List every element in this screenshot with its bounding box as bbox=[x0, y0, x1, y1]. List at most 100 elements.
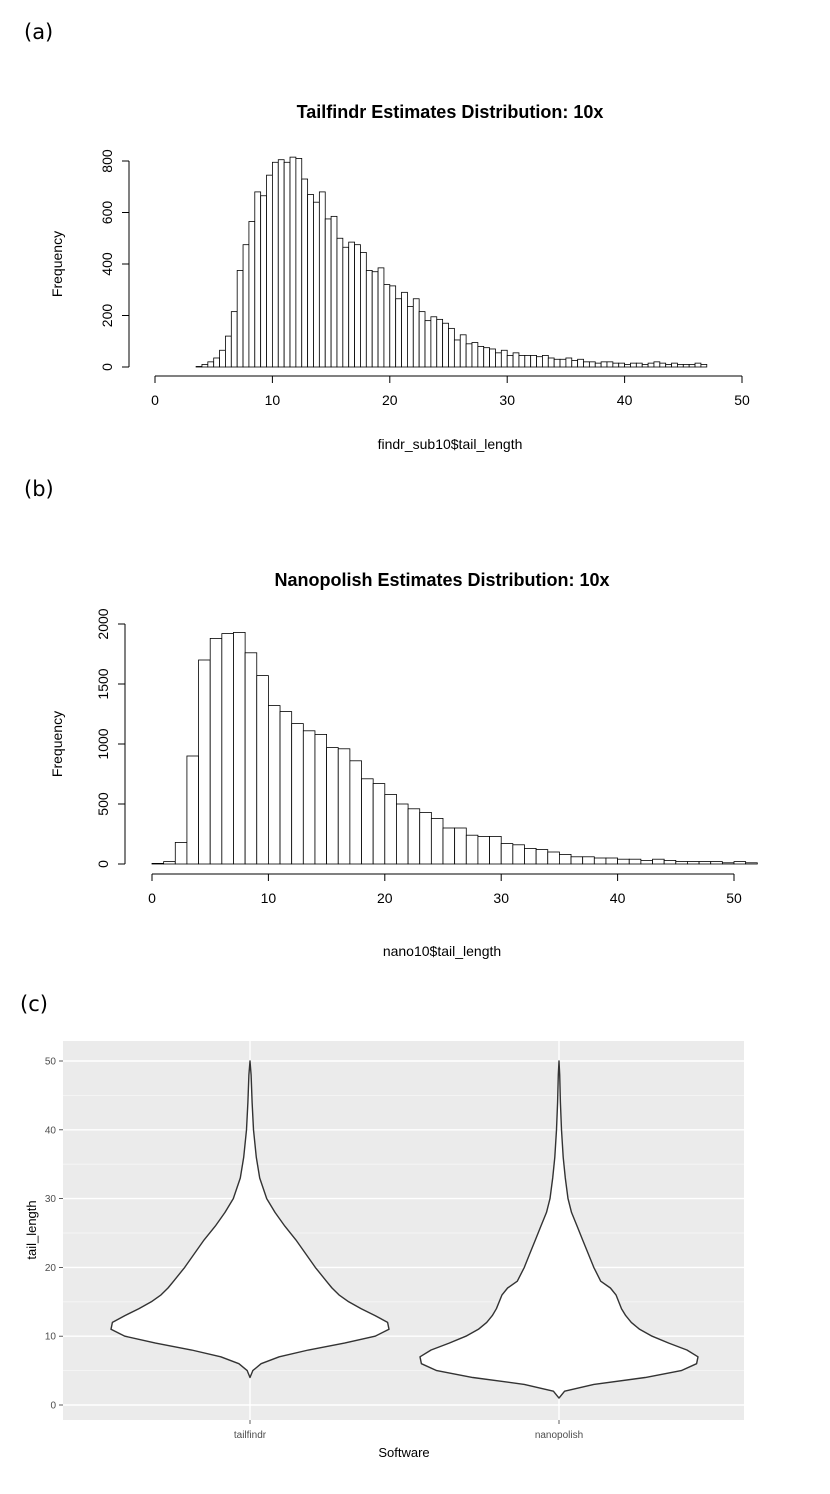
histogram-bar bbox=[195, 366, 203, 368]
histogram-bar bbox=[477, 345, 485, 368]
histogram-bar bbox=[330, 215, 338, 368]
histogram-bar bbox=[605, 857, 619, 865]
x-tick-label: 40 bbox=[617, 392, 633, 408]
y-tick-label: 0 bbox=[50, 1401, 56, 1412]
histogram-bar bbox=[547, 357, 555, 368]
x-tick-label: 20 bbox=[377, 890, 393, 906]
y-tick-label: 30 bbox=[45, 1194, 57, 1205]
histogram-bar bbox=[635, 362, 643, 368]
histogram-bar bbox=[630, 362, 637, 368]
x-tick-label: nanopolish bbox=[535, 1430, 583, 1441]
histogram-bar bbox=[500, 349, 508, 368]
histogram-bar bbox=[606, 361, 614, 368]
histogram-bar bbox=[361, 778, 374, 865]
histogram-bar bbox=[424, 320, 432, 368]
y-tick-label: 0 bbox=[99, 363, 115, 371]
histogram-bar bbox=[721, 862, 735, 865]
histogram-bar bbox=[360, 252, 367, 368]
histogram-bar bbox=[266, 174, 273, 368]
histogram-bar bbox=[233, 632, 246, 865]
histogram-bar bbox=[571, 360, 579, 368]
histogram-bar bbox=[500, 843, 514, 865]
histogram-b: Nanopolish Estimates Distribution: 10x 0 1… bbox=[49, 570, 758, 959]
histogram-bar bbox=[698, 861, 712, 865]
histogram-bar bbox=[553, 358, 561, 368]
x-axis-label: Software bbox=[378, 1445, 429, 1460]
histogram-bar bbox=[524, 355, 532, 368]
histogram-bar bbox=[524, 848, 537, 865]
histogram-bar bbox=[659, 362, 667, 368]
histogram-bar bbox=[663, 860, 677, 865]
histogram-bar bbox=[277, 159, 285, 368]
histogram-bar bbox=[163, 861, 176, 865]
histogram-bar bbox=[342, 246, 350, 368]
histogram-bar bbox=[477, 836, 490, 865]
histogram-bar bbox=[230, 311, 238, 368]
y-tick-label: 10 bbox=[45, 1332, 57, 1343]
histogram-bar bbox=[336, 237, 344, 368]
histogram-bar bbox=[565, 357, 573, 368]
x-tick-label: 0 bbox=[148, 890, 156, 906]
panel-label-b: (b) bbox=[24, 477, 54, 501]
histogram-bar bbox=[512, 844, 525, 865]
histogram-bar bbox=[454, 827, 467, 865]
histogram-bar bbox=[665, 364, 672, 368]
y-axis-label: tail_length bbox=[24, 1200, 39, 1259]
histogram-bar bbox=[221, 633, 234, 865]
histogram-bar bbox=[279, 711, 293, 865]
histogram-bar bbox=[483, 347, 490, 368]
histogram-bar bbox=[588, 361, 596, 368]
y-tick-label: 2000 bbox=[95, 608, 111, 639]
histogram-bar bbox=[295, 158, 303, 368]
histogram-bar bbox=[372, 783, 386, 865]
chart-title: Nanopolish Estimates Distribution: 10x bbox=[274, 570, 609, 590]
histogram-bar bbox=[326, 747, 339, 865]
histogram-bar bbox=[209, 638, 223, 865]
histogram-bar bbox=[535, 849, 549, 865]
histogram-bar bbox=[536, 356, 543, 368]
x-tick-label: 50 bbox=[734, 392, 750, 408]
histogram-bar bbox=[395, 298, 402, 368]
histogram-a: Tailfindr Estimates Distribution: 10x 0 10… bbox=[49, 102, 750, 452]
y-tick-label: 50 bbox=[45, 1057, 57, 1068]
histogram-bar bbox=[430, 316, 438, 368]
histogram-bar bbox=[430, 818, 444, 865]
violin-chart: 0 10 20 30 40 50 tailfindr nanopolish Software ta… bbox=[24, 1041, 744, 1460]
histogram-bar bbox=[371, 271, 379, 368]
histogram-bar bbox=[618, 362, 625, 368]
histogram-bar bbox=[506, 355, 514, 368]
x-tick-label: 0 bbox=[151, 392, 159, 408]
histogram-bar bbox=[530, 355, 537, 368]
histogram-bar bbox=[624, 364, 631, 368]
histogram-bar bbox=[542, 355, 549, 368]
x-tick-label: tailfindr bbox=[234, 1430, 267, 1441]
histogram-bar bbox=[260, 195, 267, 368]
y-tick-label: 40 bbox=[45, 1125, 57, 1136]
histogram-bar bbox=[302, 730, 316, 865]
histogram-bar bbox=[559, 854, 572, 865]
histogram-bar bbox=[594, 362, 602, 368]
histogram-bar bbox=[389, 285, 397, 368]
histogram-bar bbox=[745, 862, 758, 865]
y-tick-label: 400 bbox=[99, 252, 115, 276]
y-axis-label: Frequency bbox=[49, 711, 65, 777]
histogram-bar bbox=[244, 652, 258, 865]
y-tick-label: 600 bbox=[99, 201, 115, 225]
histogram-bar bbox=[652, 858, 665, 865]
histogram-bar bbox=[612, 362, 620, 368]
histogram-bar bbox=[559, 358, 567, 368]
histogram-bar bbox=[318, 191, 326, 368]
histogram-bar bbox=[291, 723, 304, 865]
histogram-bar bbox=[694, 362, 702, 368]
histogram-bar bbox=[349, 760, 362, 865]
histogram-bar bbox=[577, 358, 584, 368]
histogram-bar bbox=[174, 842, 188, 865]
histogram-bar bbox=[547, 851, 560, 865]
y-tick-label: 0 bbox=[95, 860, 111, 868]
histogram-bar bbox=[489, 348, 496, 368]
panel-label-a: (a) bbox=[24, 20, 54, 44]
histogram-bar bbox=[407, 306, 414, 368]
histogram-bar bbox=[465, 343, 473, 368]
histogram-bar bbox=[419, 812, 432, 865]
histogram-bar bbox=[682, 364, 690, 368]
